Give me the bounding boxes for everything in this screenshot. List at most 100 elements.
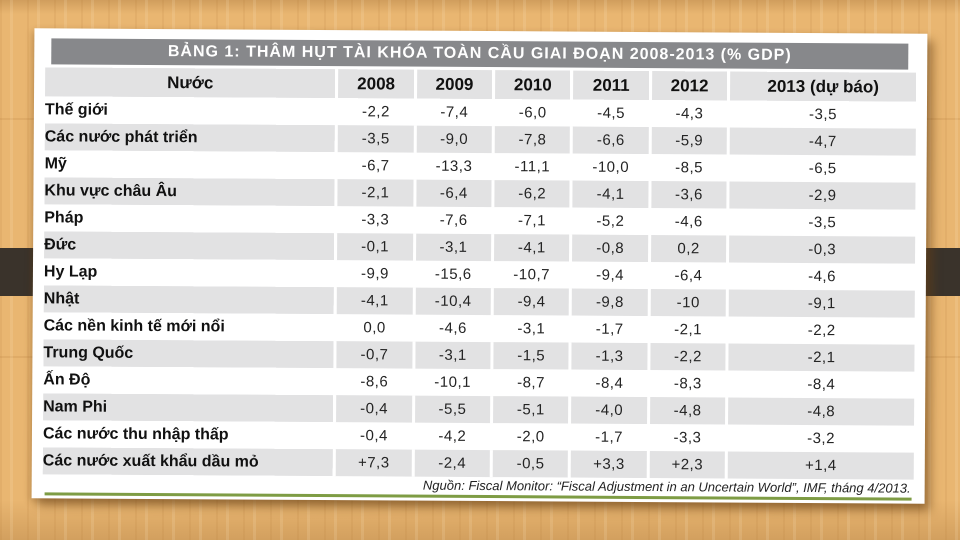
value-cell: -15,6	[414, 260, 493, 289]
country-cell: Mỹ	[44, 150, 337, 180]
fiscal-deficit-table: Nước 2008 2009 2010 2011 2012 2013 (dự báo) Th…	[42, 67, 917, 480]
country-cell: Nhật	[43, 285, 336, 315]
value-cell: -3,5	[336, 125, 416, 153]
country-cell: Khu vực châu Âu	[44, 177, 337, 207]
country-cell: Ấn Độ	[43, 366, 336, 396]
value-cell: -9,4	[492, 288, 571, 316]
value-cell: -6,7	[336, 152, 415, 180]
value-cell: -3,2	[726, 424, 915, 453]
value-cell: -1,7	[569, 423, 649, 452]
value-cell: -0,4	[334, 422, 414, 450]
value-cell: -4,2	[413, 422, 492, 451]
value-cell: -3,5	[727, 208, 916, 237]
value-cell: -9,0	[414, 125, 494, 154]
value-cell: +7,3	[334, 449, 414, 477]
value-cell: -2,1	[727, 343, 915, 372]
value-cell: -8,3	[648, 370, 728, 398]
country-cell: Các nền kinh tế mới nổi	[43, 312, 336, 342]
column-header-year: 2012	[650, 71, 729, 101]
value-cell: -8,4	[570, 369, 649, 398]
value-cell: -0,5	[491, 450, 570, 478]
value-cell: -2,1	[648, 316, 728, 344]
value-cell: -7,4	[415, 98, 494, 127]
value-cell: -4,1	[492, 234, 572, 262]
value-cell: -2,2	[648, 343, 728, 371]
value-cell: -8,5	[649, 154, 729, 182]
value-cell: -3,5	[728, 100, 917, 129]
value-cell: -10,7	[492, 261, 571, 289]
value-cell: -4,8	[726, 397, 915, 426]
value-cell: -4,5	[571, 99, 651, 128]
value-cell: +1,4	[726, 451, 914, 480]
value-cell: -0,4	[334, 395, 414, 423]
column-header-year: 2013 (dự báo)	[728, 71, 917, 102]
value-cell: -10,1	[413, 368, 492, 397]
table-card: BẢNG 1: THÂM HỤT TÀI KHÓA TOÀN CẦU GIAI …	[31, 28, 928, 504]
column-header-year: 2011	[571, 70, 651, 101]
value-cell: -7,6	[414, 206, 493, 235]
value-cell: -1,3	[570, 342, 649, 371]
table-title: BẢNG 1: THÂM HỤT TÀI KHÓA TOÀN CẦU GIAI …	[51, 38, 909, 70]
value-cell: 0,0	[335, 314, 414, 342]
value-cell: -7,1	[492, 207, 572, 235]
value-cell: -3,3	[648, 424, 727, 452]
value-cell: -7,8	[493, 126, 572, 154]
value-cell: -2,9	[728, 181, 916, 210]
column-header-year: 2010	[493, 70, 573, 100]
value-cell: -2,0	[491, 423, 570, 451]
country-cell: Các nước thu nhập thấp	[42, 420, 335, 450]
value-cell: -6,2	[492, 180, 572, 208]
value-cell: -3,1	[492, 315, 571, 343]
value-cell: -8,4	[726, 370, 915, 399]
value-cell: -0,7	[335, 341, 414, 369]
value-cell: +3,3	[569, 450, 649, 479]
value-cell: -4,6	[649, 208, 729, 236]
value-cell: -9,8	[570, 288, 650, 317]
value-cell: -0,3	[727, 235, 916, 264]
value-cell: -10	[649, 289, 728, 317]
value-cell: -5,9	[649, 127, 729, 155]
value-cell: -5,2	[571, 207, 650, 236]
value-cell: -0,1	[335, 233, 415, 261]
column-header-year: 2008	[336, 69, 416, 99]
value-cell: -1,5	[491, 342, 571, 370]
country-cell: Đức	[44, 231, 337, 261]
value-cell: -6,6	[571, 126, 651, 155]
value-cell: -4,8	[648, 397, 727, 425]
value-cell: -2,2	[727, 316, 915, 345]
value-cell: -3,1	[414, 233, 493, 262]
value-cell: -4,3	[650, 100, 729, 128]
value-cell: -8,7	[491, 369, 571, 397]
value-cell: -1,7	[570, 315, 650, 344]
column-header-year: 2009	[415, 69, 494, 100]
value-cell: -6,0	[493, 99, 572, 127]
value-cell: -3,6	[649, 181, 729, 209]
value-cell: -4,6	[727, 262, 916, 291]
value-cell: 0,2	[649, 235, 728, 263]
value-cell: -9,1	[727, 289, 915, 318]
value-cell: -2,1	[336, 179, 415, 207]
value-cell: -4,6	[413, 314, 493, 343]
country-cell: Các nước xuất khẩu dầu mỏ	[42, 447, 335, 477]
value-cell: -4,1	[335, 287, 415, 315]
value-cell: -2,2	[336, 98, 416, 126]
value-cell: -5,1	[491, 396, 571, 424]
value-cell: -6,5	[728, 154, 916, 183]
value-cell: -5,5	[413, 395, 492, 424]
value-cell: -4,0	[569, 396, 649, 425]
country-cell: Trung Quốc	[43, 339, 336, 369]
value-cell: -0,8	[570, 234, 650, 263]
value-cell: -4,7	[728, 127, 916, 156]
column-header-country: Nước	[45, 67, 338, 99]
table-row: Các nước xuất khẩu dầu mỏ +7,3 -2,4 -0,5 +3,…	[42, 447, 914, 480]
value-cell: -10,0	[571, 153, 650, 182]
value-cell: -9,4	[570, 261, 650, 290]
value-cell: -13,3	[414, 152, 494, 181]
value-cell: -6,4	[649, 262, 728, 290]
value-cell: +2,3	[648, 451, 727, 479]
value-cell: -6,4	[414, 179, 494, 208]
value-cell: -10,4	[413, 287, 493, 316]
value-cell: -8,6	[335, 368, 414, 396]
value-cell: -9,9	[335, 260, 415, 288]
